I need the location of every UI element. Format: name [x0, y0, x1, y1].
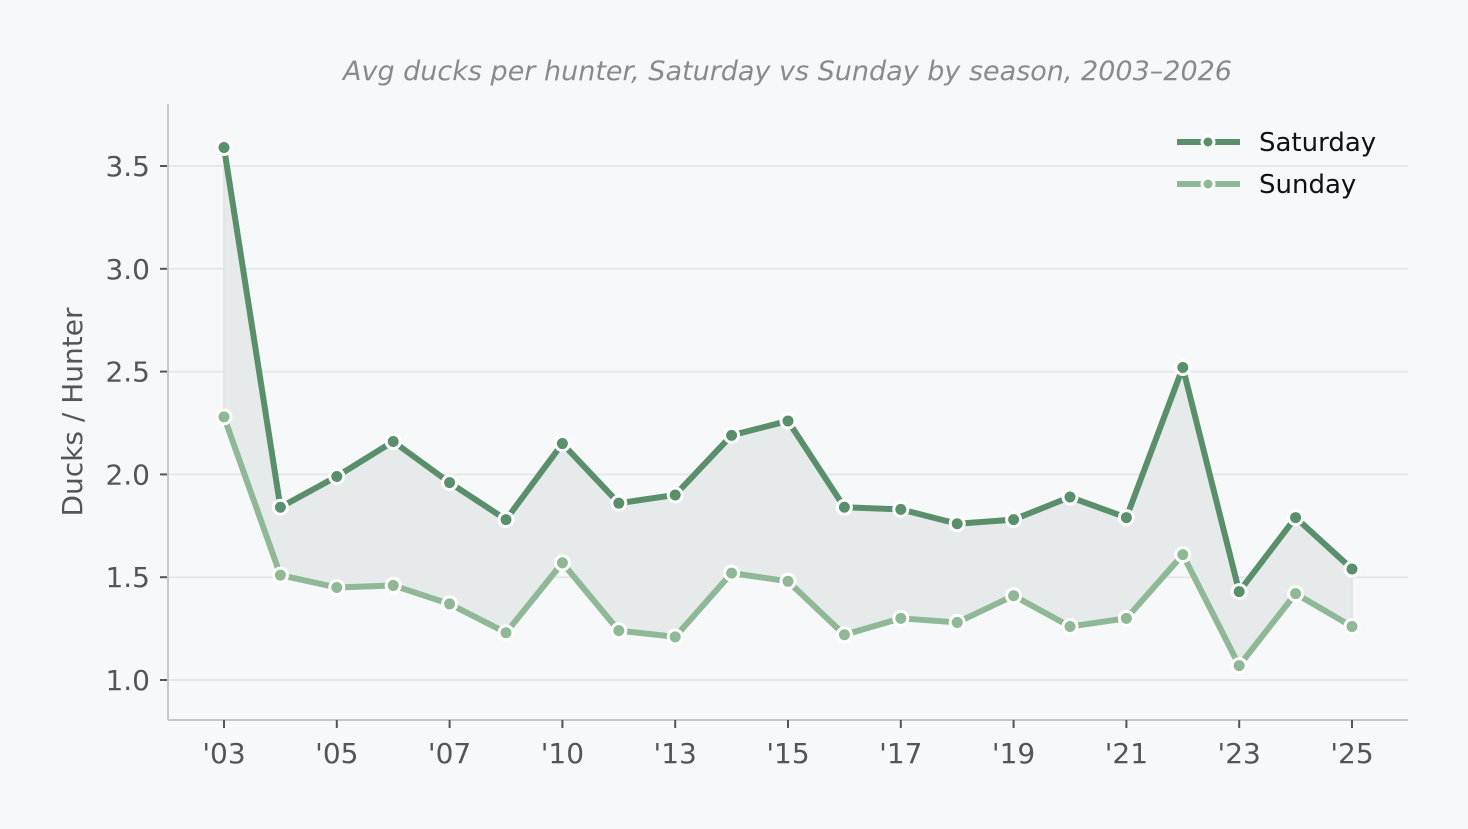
data-point-marker	[1287, 509, 1305, 527]
data-point-marker	[948, 613, 966, 631]
data-point-marker	[610, 494, 628, 512]
data-point-marker	[441, 474, 459, 492]
legend-marker-icon	[1200, 134, 1216, 150]
x-tick-label: '23	[1218, 737, 1261, 770]
x-tick-label: '17	[879, 737, 922, 770]
y-tick-label: 1.5	[105, 561, 150, 594]
data-point-marker	[1230, 583, 1248, 601]
data-point-marker	[1343, 560, 1361, 578]
data-point-marker	[271, 566, 289, 584]
data-point-marker	[835, 498, 853, 516]
data-point-marker	[1005, 587, 1023, 605]
data-point-marker	[723, 564, 741, 582]
data-point-marker	[215, 138, 233, 156]
data-point-marker	[384, 576, 402, 594]
y-tick-label: 3.0	[105, 253, 150, 286]
axes: 1.0 1.5 2.0 2.5 3.0 3.5 '03 '05 '07 '10 '13 '15 '17 '…	[56, 104, 1408, 770]
data-point-marker	[328, 467, 346, 485]
data-point-marker	[215, 408, 233, 426]
data-point-marker	[1117, 609, 1135, 627]
data-point-marker	[328, 578, 346, 596]
data-point-marker	[1117, 509, 1135, 527]
y-tick-label: 2.5	[105, 356, 150, 389]
data-point-marker	[1061, 618, 1079, 636]
x-tick-label: '21	[1105, 737, 1148, 770]
x-tick-label: '05	[315, 737, 358, 770]
chart-title: Avg ducks per hunter, Saturday vs Sunday…	[343, 56, 1232, 87]
data-point-marker	[779, 412, 797, 430]
x-tick-label: '13	[654, 737, 697, 770]
legend-marker-icon	[1200, 176, 1216, 192]
data-point-marker	[610, 622, 628, 640]
data-point-marker	[723, 426, 741, 444]
data-point-marker	[497, 511, 515, 529]
y-tick-label: 1.0	[105, 664, 150, 697]
legend-label-sunday: Sunday	[1259, 170, 1356, 200]
y-tick-label: 3.5	[105, 150, 150, 183]
data-point-marker	[835, 626, 853, 644]
data-point-marker	[666, 486, 684, 504]
data-point-marker	[1230, 657, 1248, 675]
x-tick-label: '10	[541, 737, 584, 770]
series-lines	[215, 138, 1361, 675]
data-point-marker	[1174, 546, 1192, 564]
data-point-marker	[1174, 358, 1192, 376]
data-point-marker	[553, 554, 571, 572]
data-point-marker	[441, 595, 459, 613]
data-point-marker	[1061, 488, 1079, 506]
x-tick-label: '19	[992, 737, 1035, 770]
data-point-marker	[1287, 585, 1305, 603]
x-tick-label: '15	[766, 737, 809, 770]
data-point-marker	[892, 609, 910, 627]
x-tick-label: '25	[1330, 737, 1373, 770]
data-point-marker	[892, 500, 910, 518]
data-point-marker	[271, 498, 289, 516]
x-tick-label: '07	[428, 737, 471, 770]
data-point-marker	[1005, 511, 1023, 529]
legend: Saturday Sunday	[1177, 128, 1376, 200]
data-point-marker	[779, 572, 797, 590]
data-point-marker	[1343, 618, 1361, 636]
y-axis-label: Ducks / Hunter	[56, 307, 89, 516]
y-tick-label: 2.0	[105, 458, 150, 491]
data-point-marker	[497, 624, 515, 642]
data-point-marker	[666, 628, 684, 646]
data-point-marker	[384, 433, 402, 451]
data-point-marker	[948, 515, 966, 533]
x-tick-label: '03	[202, 737, 245, 770]
legend-label-saturday: Saturday	[1259, 128, 1376, 158]
data-point-marker	[553, 435, 571, 453]
